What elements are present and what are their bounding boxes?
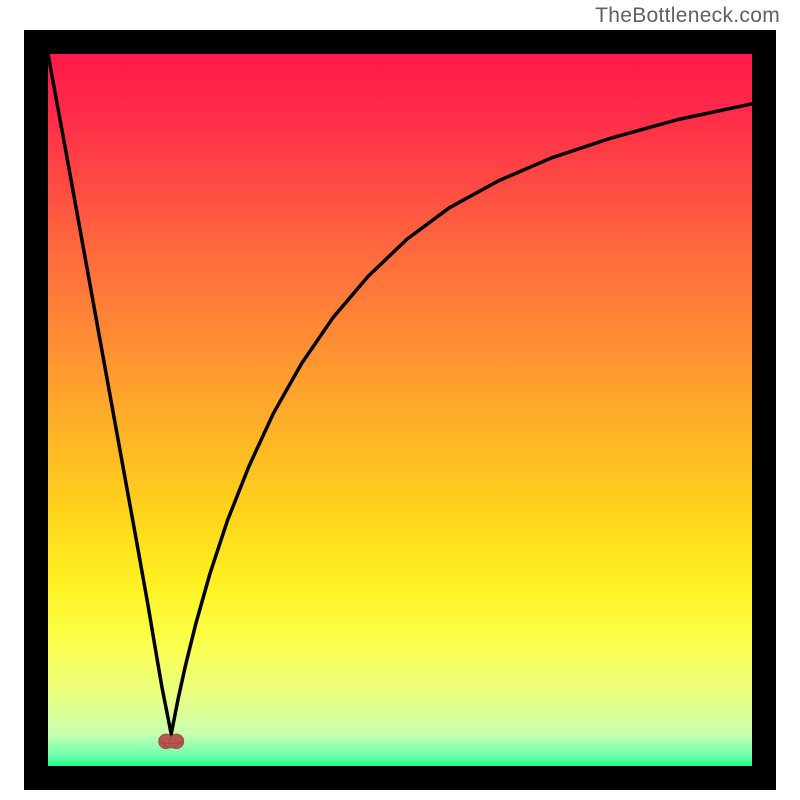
dip-marker	[159, 734, 184, 748]
watermark-text: TheBottleneck.com	[595, 4, 780, 28]
chart-frame: TheBottleneck.com	[0, 0, 800, 800]
bottleneck-chart-svg	[0, 0, 800, 800]
plot-background	[48, 54, 752, 766]
